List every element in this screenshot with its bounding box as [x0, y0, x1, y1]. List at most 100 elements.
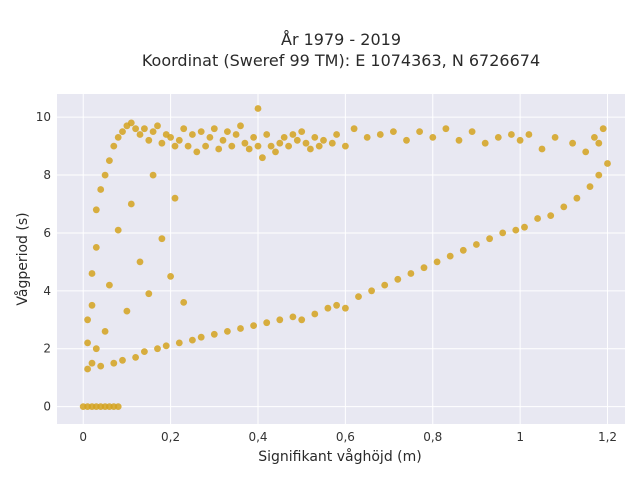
data-point-0-83 [263, 131, 271, 138]
data-point-0-111 [368, 287, 375, 295]
data-point-0-45 [154, 345, 161, 353]
data-point-0-96 [302, 139, 310, 147]
data-point-0-53 [171, 194, 179, 202]
data-point-0-125 [459, 246, 467, 254]
data-point-0-95 [298, 316, 306, 324]
data-point-0-108 [350, 125, 358, 133]
data-point-0-104 [333, 131, 340, 138]
data-point-0-119 [420, 264, 428, 272]
plot-area [57, 94, 625, 424]
y-axis-ticks: 0 2 4 6 8 10 [36, 110, 51, 413]
y-tick-label-5: 10 [36, 110, 51, 124]
data-point-0-84 [263, 319, 271, 327]
data-point-0-15 [92, 345, 100, 353]
chart-title-line-1: År 1979 - 2019 [281, 30, 401, 49]
y-tick-label-0: 0 [43, 400, 51, 414]
data-point-0-92 [289, 313, 297, 321]
data-point-0-142 [569, 139, 576, 147]
data-point-0-146 [591, 134, 598, 141]
data-points [79, 105, 611, 410]
data-point-0-22 [106, 157, 113, 165]
data-point-0-94 [298, 128, 306, 136]
data-point-0-16 [92, 244, 100, 251]
data-point-0-110 [363, 134, 371, 141]
data-point-0-54 [175, 136, 183, 144]
data-point-0-23 [106, 281, 113, 289]
data-point-0-18 [97, 362, 105, 370]
data-point-0-61 [193, 148, 201, 156]
data-point-0-131 [499, 229, 507, 237]
data-point-0-28 [119, 128, 126, 136]
y-tick-label-1: 2 [43, 342, 51, 356]
data-point-0-11 [84, 316, 91, 324]
data-point-0-85 [267, 142, 275, 150]
data-point-0-63 [197, 333, 205, 341]
data-point-0-74 [237, 122, 244, 130]
data-point-0-72 [228, 142, 236, 150]
data-point-0-116 [403, 136, 410, 144]
data-point-0-81 [254, 142, 262, 150]
data-point-0-87 [276, 139, 284, 147]
chart-title-line-2: Koordinat (Sweref 99 TM): E 1074363, N 6… [142, 51, 540, 70]
data-point-0-43 [149, 171, 157, 179]
data-point-0-113 [381, 281, 389, 289]
data-point-0-31 [123, 307, 131, 315]
data-point-0-114 [390, 128, 397, 136]
data-point-0-51 [167, 273, 175, 280]
data-point-0-75 [237, 325, 244, 332]
data-point-0-44 [154, 122, 161, 130]
data-point-0-105 [333, 301, 340, 309]
data-point-0-143 [573, 194, 581, 202]
data-point-0-27 [114, 226, 122, 234]
data-point-0-68 [215, 145, 223, 153]
data-point-0-109 [355, 293, 362, 300]
data-point-0-35 [132, 354, 140, 361]
data-point-0-91 [289, 131, 297, 138]
data-point-0-101 [320, 136, 327, 144]
data-point-0-17 [92, 206, 100, 214]
data-point-0-129 [486, 235, 493, 243]
data-point-0-36 [136, 131, 144, 138]
data-point-0-12 [88, 359, 96, 367]
data-point-0-135 [521, 223, 528, 231]
data-point-0-90 [285, 142, 292, 150]
data-point-0-149 [599, 125, 607, 133]
data-point-0-56 [180, 125, 188, 133]
data-point-0-93 [293, 136, 301, 144]
data-point-0-65 [206, 134, 214, 141]
y-tick-label-4: 8 [43, 168, 51, 182]
x-tick-label-3: 0,6 [336, 430, 355, 444]
x-tick-label-1: 0,2 [161, 430, 180, 444]
data-point-0-34 [132, 125, 140, 133]
data-point-0-70 [224, 128, 231, 136]
data-point-0-120 [429, 134, 437, 141]
data-point-0-138 [538, 145, 546, 153]
data-point-0-60 [189, 336, 196, 344]
data-point-0-14 [88, 270, 96, 277]
data-point-0-118 [416, 128, 423, 136]
data-point-0-103 [328, 139, 336, 147]
data-point-0-77 [245, 145, 253, 153]
data-point-0-40 [145, 136, 153, 144]
data-point-0-141 [560, 203, 568, 211]
data-point-0-9 [84, 365, 91, 373]
data-point-0-134 [516, 136, 524, 144]
data-point-0-25 [110, 359, 118, 367]
data-point-0-52 [171, 142, 179, 150]
data-point-0-21 [101, 328, 109, 335]
data-point-0-121 [433, 258, 441, 266]
data-point-0-88 [276, 316, 284, 324]
y-tick-label-3: 6 [43, 226, 51, 240]
data-point-0-126 [468, 128, 476, 136]
data-point-0-24 [110, 142, 118, 150]
data-point-0-50 [167, 134, 175, 141]
data-point-0-39 [141, 348, 148, 355]
data-point-0-26 [114, 134, 122, 141]
data-point-0-144 [582, 148, 590, 156]
data-point-0-29 [119, 356, 126, 364]
data-point-0-41 [145, 290, 153, 298]
data-point-0-136 [525, 131, 533, 138]
data-point-0-64 [202, 142, 210, 150]
data-point-0-69 [219, 136, 227, 144]
